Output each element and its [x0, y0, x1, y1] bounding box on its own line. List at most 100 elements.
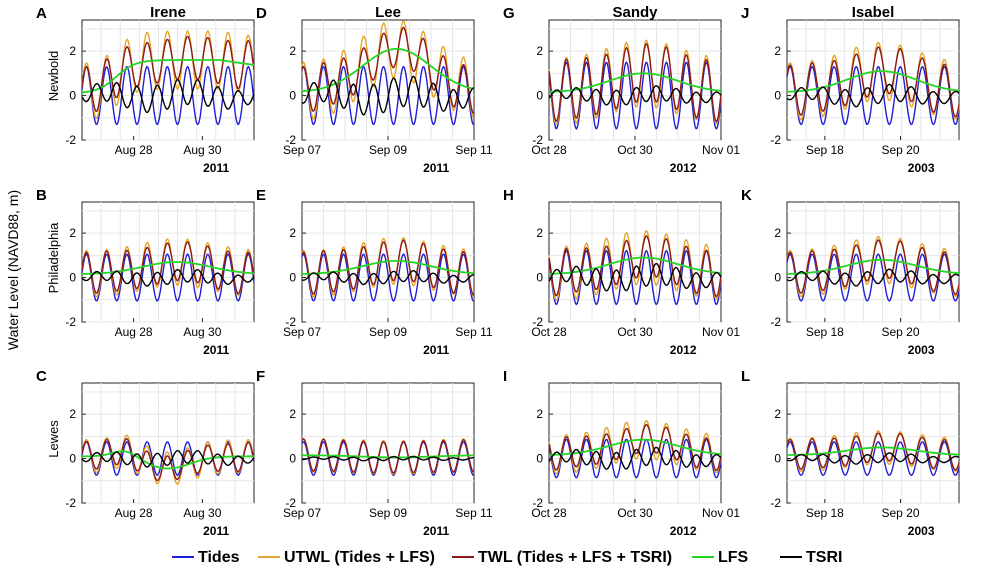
- y-tick-label: 0: [536, 452, 543, 466]
- panel-letter: H: [503, 187, 514, 204]
- y-tick-label: -2: [65, 315, 76, 329]
- axes-frame: [81, 19, 255, 141]
- y-tick-label: 0: [774, 452, 781, 466]
- year-label: 2011: [423, 524, 449, 538]
- y-tick-label: 2: [774, 226, 781, 240]
- panel-letter: C: [36, 368, 47, 385]
- column-title: Isabel: [852, 4, 895, 21]
- year-label: 2003: [908, 343, 935, 357]
- x-tick-label: Sep 07: [283, 325, 321, 339]
- series-line-tsri: [301, 270, 474, 286]
- x-tick-label: Sep 11: [455, 506, 492, 520]
- panel-letter: I: [503, 368, 507, 385]
- y-tick-label: 0: [774, 89, 781, 103]
- axes-frame: [786, 19, 960, 141]
- x-tick-label: Oct 30: [617, 143, 653, 157]
- station-label: Newbold: [46, 51, 61, 102]
- y-tick-label: 0: [69, 271, 76, 285]
- x-tick-label: Sep 11: [455, 143, 492, 157]
- x-tick-label: Sep 09: [369, 325, 407, 339]
- panel-f: -2 0 2 Sep 07 Sep 09 Sep 11 2011 F: [256, 368, 493, 538]
- year-label: 2011: [203, 524, 229, 538]
- series-line-twl: [81, 35, 255, 113]
- legend-label: Tides: [198, 549, 240, 566]
- y-tick-label: 2: [536, 407, 543, 421]
- y-axis-label: Water Level (NAVD88, m): [5, 190, 21, 350]
- panel-i: -2 0 2 Oct 28 Oct 30 Nov 01 2012 I: [503, 368, 740, 538]
- y-tick-label: -2: [285, 496, 296, 510]
- series-line-tides: [786, 253, 960, 302]
- series-line-tides: [786, 65, 960, 126]
- series-line-tsri: [786, 83, 960, 108]
- x-tick-label: Nov 01: [702, 325, 740, 339]
- panel-letter: B: [36, 187, 47, 204]
- y-tick-label: -2: [532, 133, 543, 147]
- series-line-twl: [786, 46, 960, 118]
- series-line-tides: [548, 438, 722, 479]
- x-tick-label: Sep 18: [806, 143, 844, 157]
- x-tick-label: Sep 07: [283, 506, 321, 520]
- x-tick-label: Aug 28: [115, 325, 153, 339]
- y-tick-label: 0: [774, 271, 781, 285]
- panel-h: -2 0 2 Oct 28 Oct 30 Nov 01 2012 H: [503, 187, 740, 357]
- year-label: 2012: [670, 161, 697, 175]
- legend-item: UTWL (Tides + LFS): [258, 549, 435, 566]
- x-tick-label: Oct 30: [617, 506, 653, 520]
- x-tick-label: Oct 28: [531, 325, 567, 339]
- legend-label: TWL (Tides + LFS + TSRI): [478, 549, 672, 566]
- series-line-tsri: [548, 85, 722, 106]
- series-line-tsri: [81, 449, 255, 468]
- y-tick-label: 2: [69, 407, 76, 421]
- panel-letter: E: [256, 187, 266, 204]
- x-tick-label: Sep 20: [881, 506, 919, 520]
- series-line-tsri: [301, 455, 474, 462]
- y-tick-label: 0: [289, 452, 296, 466]
- series-line-twl: [548, 423, 722, 472]
- legend-item: TWL (Tides + LFS + TSRI): [452, 549, 672, 566]
- series-line-twl: [301, 26, 475, 114]
- y-tick-label: 2: [774, 407, 781, 421]
- series-line-lfs: [786, 446, 959, 456]
- series-line-twl: [301, 239, 475, 296]
- series-line-tsri: [786, 268, 960, 287]
- panel-d: -2 0 2 Sep 07 Sep 09 Sep 11 2011 D Lee: [256, 4, 493, 175]
- legend: Tides UTWL (Tides + LFS) TWL (Tides + LFS …: [172, 549, 842, 566]
- series-line-lfs: [548, 256, 722, 275]
- year-label: 2003: [908, 161, 935, 175]
- x-tick-label: Sep 18: [806, 506, 844, 520]
- panel-k: -2 0 2 Sep 18 Sep 20 2003 K: [741, 187, 960, 357]
- legend-item: LFS: [692, 549, 749, 566]
- series-line-lfs: [302, 260, 474, 275]
- y-tick-label: -2: [532, 315, 543, 329]
- series-line-lfs: [302, 454, 474, 459]
- x-tick-label: Aug 28: [115, 143, 153, 157]
- y-tick-label: 2: [69, 44, 76, 58]
- year-label: 2012: [670, 524, 697, 538]
- series-line-twl: [786, 239, 960, 295]
- panel-grid: -2 0 2 Aug 28 Aug 30 2011 A Irene Newbold -2 0 2 Sep…: [36, 4, 960, 538]
- y-tick-label: -2: [285, 315, 296, 329]
- x-tick-label: Aug 30: [183, 506, 221, 520]
- column-title: Lee: [375, 4, 401, 21]
- station-label: Philadelphia: [46, 222, 61, 294]
- y-tick-label: 2: [289, 226, 296, 240]
- x-tick-label: Aug 30: [183, 325, 221, 339]
- panel-letter: G: [503, 5, 515, 22]
- year-label: 2011: [203, 343, 229, 357]
- y-tick-label: -2: [770, 133, 781, 147]
- legend-label: TSRI: [806, 549, 842, 566]
- x-tick-label: Oct 28: [531, 506, 567, 520]
- y-tick-label: 0: [289, 271, 296, 285]
- series-line-twl: [81, 437, 255, 482]
- series-line-lfs: [82, 450, 254, 470]
- panel-g: -2 0 2 Oct 28 Oct 30 Nov 01 2012 G Sandy: [503, 4, 740, 175]
- year-label: 2003: [908, 524, 935, 538]
- series-line-tides: [81, 65, 255, 126]
- y-tick-label: 0: [69, 452, 76, 466]
- y-tick-label: -2: [532, 496, 543, 510]
- x-tick-label: Sep 20: [881, 325, 919, 339]
- panel-e: -2 0 2 Sep 07 Sep 09 Sep 11 2011 E: [256, 187, 493, 357]
- series-line-tsri: [548, 262, 722, 292]
- panel-b: -2 0 2 Aug 28 Aug 30 2011 B Philadelphia: [36, 187, 255, 357]
